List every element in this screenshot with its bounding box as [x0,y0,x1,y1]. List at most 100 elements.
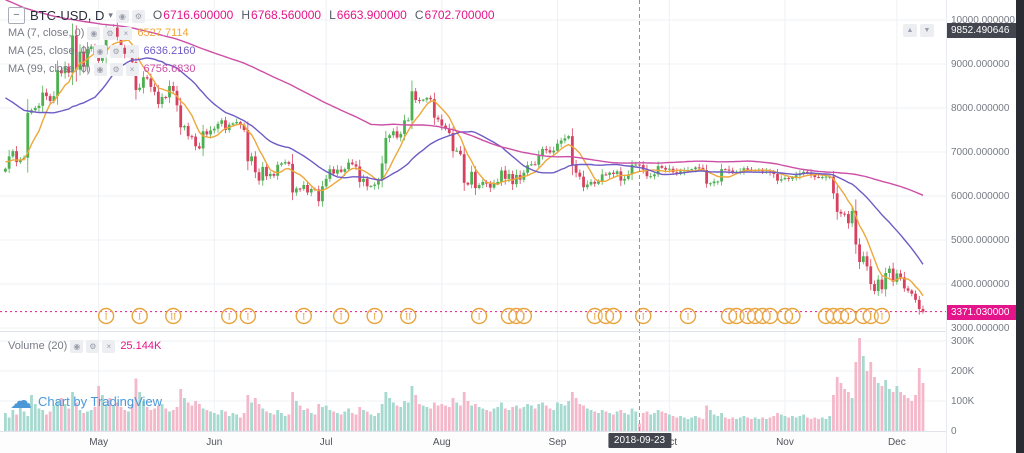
volume-bar [865,371,869,431]
settings-icon[interactable]: ⚙ [131,10,145,23]
visibility-icon[interactable]: ◉ [70,339,84,353]
candle-down [350,162,354,165]
visibility-icon[interactable]: ◉ [93,44,107,58]
volume-bar [447,407,451,431]
candle-up [567,136,571,139]
candle-down [164,97,168,98]
close-icon[interactable]: × [119,26,133,40]
event-marker[interactable] [586,307,603,325]
visibility-icon[interactable]: ◉ [93,62,107,76]
event-marker[interactable] [220,307,238,325]
volume-bar [641,413,645,431]
price-axis[interactable]: 10000.000000 9000.000000 8000.000000 7000.0… [946,0,1017,453]
event-marker-label: II [170,312,176,322]
candle-down [503,170,507,179]
event-marker[interactable] [515,307,533,325]
volume-bar [716,416,720,431]
candle-up [455,150,459,152]
volume-bar [899,392,902,431]
volume-bar [238,417,242,431]
event-marker[interactable] [605,307,622,325]
time-axis[interactable]: MayJunJulAugSepOctNovDec 2018-09-23 [0,432,1016,453]
settings-icon[interactable]: ⚙ [109,62,123,76]
candle-down [817,177,820,179]
symbol-title[interactable]: BTC-USD, D [30,7,105,23]
symbol-menu-icon[interactable]: − [8,6,25,24]
ma-indicator-row: MA (7, close, 0) ◉ ⚙ × 6527.7114 [8,24,495,42]
volume-bar [481,408,485,431]
candle-up [321,186,324,202]
event-marker[interactable] [635,307,652,325]
visibility-icon[interactable]: ◉ [115,10,129,23]
event-marker[interactable] [131,307,148,325]
settings-icon[interactable]: ⚙ [86,339,100,353]
visibility-icon[interactable]: ◉ [87,26,101,40]
volume-bar [582,405,585,431]
event-marker[interactable] [165,307,182,325]
event-marker-label: II [405,312,411,322]
close-icon[interactable]: × [102,339,116,353]
close-icon[interactable]: × [125,44,139,58]
ohlc-value: 6768.560000 [251,8,322,22]
event-marker[interactable] [784,307,801,325]
pane-separator[interactable] [0,331,1016,332]
event-marker[interactable] [470,307,488,325]
volume-axis-label: 100K [951,396,975,407]
volume-bar [828,416,832,431]
event-marker-label: I [302,312,305,322]
pane-down-icon[interactable]: ▼ [920,24,934,37]
settings-icon[interactable]: ⚙ [103,26,117,40]
volume-bar [466,401,470,431]
event-marker[interactable] [679,307,697,325]
volume-bar [82,413,86,431]
volume-bar [921,383,925,431]
close-icon[interactable]: × [125,62,139,76]
candle-up [369,185,373,187]
candle-up [4,168,7,172]
candle-down [832,176,835,194]
volume-bar [522,407,526,431]
volume-bar [559,404,563,431]
event-marker[interactable] [332,307,350,325]
volume-bar [656,410,660,431]
volume-bar [395,405,399,431]
event-marker[interactable] [239,307,257,325]
volume-bar [876,383,880,431]
event-marker[interactable] [873,307,891,325]
volume-bar [261,408,265,431]
volume-bar [488,411,492,431]
candle-up [608,172,612,175]
candle-up [268,174,272,177]
volume-bar [664,413,668,431]
event-marker[interactable] [366,307,383,325]
volume-bar [675,417,679,431]
candle-down [578,172,582,177]
volume-bar [593,411,597,431]
event-marker[interactable] [728,307,745,325]
settings-icon[interactable]: ⚙ [109,44,123,58]
event-marker[interactable] [295,307,312,325]
event-marker[interactable] [97,307,115,325]
candle-up [500,170,503,182]
candle-down [891,268,895,282]
volume-bar [37,408,41,431]
event-marker[interactable] [400,307,417,325]
scrollbar[interactable] [1016,0,1024,453]
tradingview-attribution[interactable]: ☁ Chart by TradingView [10,390,163,412]
chevron-down-icon[interactable]: ▾ [108,9,113,20]
volume-bar [597,413,600,431]
volume-bar [690,417,694,431]
ohlc-label: C [414,8,424,22]
volume-bar [891,392,895,431]
candle-up [216,123,220,129]
tradingview-logo-text[interactable]: Chart by TradingView [38,393,163,409]
pane-up-icon[interactable]: ▲ [903,24,917,37]
candle-down [440,119,444,126]
candle-up [212,128,216,131]
crosshair-date-badge: 2018-09-23 [607,433,672,448]
event-marker[interactable] [862,307,879,325]
month-label: May [89,437,109,448]
chart-canvas[interactable]: IIIIIIIIIIIIIIIIIIIIIIIIIIIIIIIIIII [0,0,946,431]
event-marker-label: I [880,312,883,322]
candle-down [544,148,548,151]
